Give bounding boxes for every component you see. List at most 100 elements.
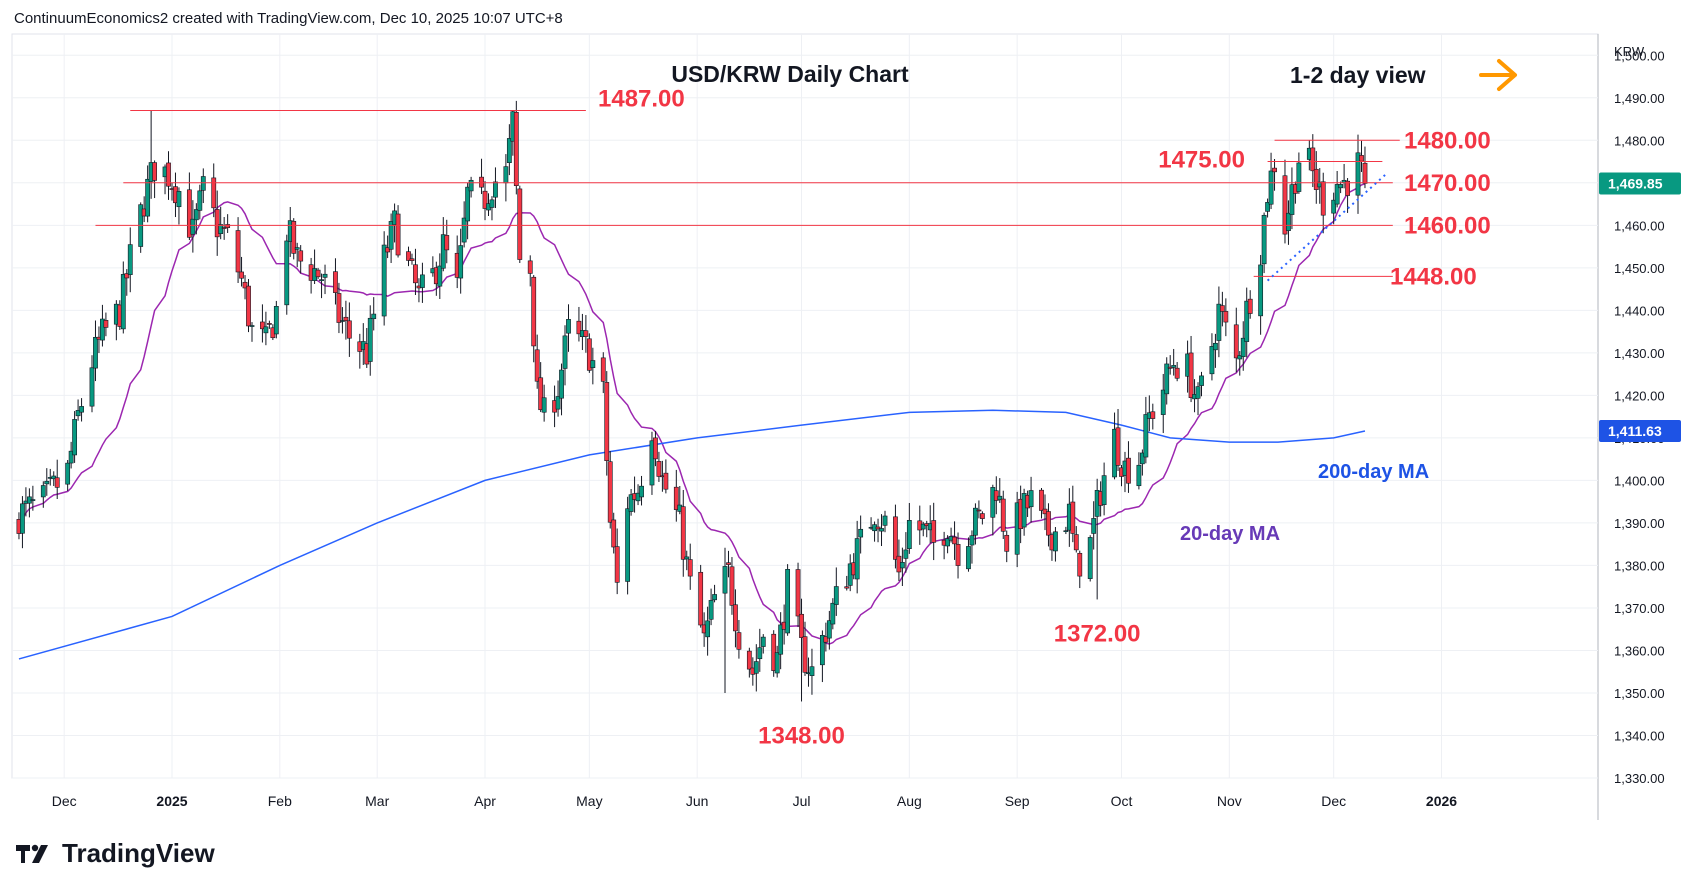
candle-body [1174, 367, 1180, 379]
candle-body [746, 650, 752, 670]
candle-body [513, 111, 519, 186]
time-tick-label: Nov [1217, 793, 1242, 809]
candle-body [1073, 534, 1079, 551]
candle-body [705, 620, 711, 638]
candle-body [103, 320, 109, 328]
time-tick-label: Mar [365, 793, 389, 809]
level-label: 1487.00 [598, 86, 685, 113]
candle-body [336, 293, 342, 323]
chart-subtitle: 1-2 day view [1290, 62, 1426, 88]
candle-body [973, 507, 978, 536]
candle-body [246, 285, 251, 327]
candle-body [193, 209, 199, 221]
price-tick-label: 1,380.00 [1614, 558, 1665, 573]
candle-body [371, 313, 377, 320]
ma200-label: 200-day MA [1318, 461, 1429, 483]
price-tick-label: 1,340.00 [1614, 728, 1665, 743]
candle-body [614, 546, 620, 583]
candle-body [785, 569, 791, 634]
candle-body [1164, 363, 1170, 395]
candle-body [1261, 214, 1267, 265]
candle-body [733, 604, 738, 632]
candle-body [979, 513, 985, 519]
candle-body [127, 244, 133, 275]
candle-body [1077, 552, 1083, 577]
candle-body [1331, 199, 1337, 214]
candle-body [20, 503, 25, 534]
candle-body [294, 247, 300, 250]
candle-body [1355, 152, 1361, 196]
candle-body [263, 326, 269, 334]
tradingview-logo[interactable]: TradingView [14, 838, 215, 869]
candle-body [795, 569, 801, 617]
candle-body [969, 535, 975, 546]
candle-body [1247, 298, 1253, 314]
candle-body [1000, 498, 1006, 532]
candle-body [100, 318, 105, 341]
candle-body [461, 217, 467, 243]
price-badge-label: 1,469.85 [1608, 175, 1663, 191]
candle-body [753, 661, 759, 674]
candle-body [541, 397, 547, 413]
candle-body [1143, 414, 1149, 458]
candle-body [266, 323, 272, 325]
time-tick-label: Jul [793, 793, 811, 809]
time-tick-label: May [576, 793, 602, 809]
candle-body [444, 235, 450, 251]
candle-body [1233, 324, 1239, 359]
candle-body [819, 634, 825, 666]
candle-body [760, 636, 766, 647]
candle-body [1282, 175, 1288, 235]
price-tick-label: 1,420.00 [1614, 388, 1665, 403]
candle-body [1237, 355, 1243, 360]
candle-body [343, 316, 349, 322]
candle-body [1345, 180, 1350, 196]
candle-body [673, 486, 679, 510]
candle-body [1289, 184, 1295, 215]
candle-body [854, 538, 860, 580]
time-tick-label: Dec [1321, 793, 1346, 809]
candle-body [44, 480, 50, 485]
candle-body [225, 224, 231, 228]
candle-body [799, 613, 804, 638]
candle-body [809, 666, 815, 676]
candle-body [420, 274, 425, 288]
tradingview-logo-icon [16, 844, 48, 863]
candle-body [698, 571, 704, 626]
candle-body [221, 227, 227, 229]
candle-body [955, 544, 961, 566]
candle-body [538, 377, 544, 411]
candle-body [1171, 365, 1177, 368]
candle-body [858, 528, 864, 538]
candle-body [1320, 181, 1326, 216]
candle-body [468, 179, 474, 192]
candle-body [218, 224, 224, 234]
candle-body [1219, 305, 1225, 312]
time-tick-label: Apr [474, 793, 496, 809]
candle-body [826, 620, 832, 639]
candle-body [458, 245, 464, 279]
currency-label: KRW [1614, 44, 1645, 59]
candle-body [802, 636, 808, 673]
candle-body [1195, 386, 1201, 399]
candle-body [1053, 531, 1058, 552]
candle-body [197, 190, 203, 211]
candle-body [611, 519, 617, 548]
candle-body [527, 260, 533, 274]
candle-body [186, 189, 192, 238]
candle-body [604, 382, 610, 461]
candle-body [920, 523, 926, 530]
candle-body [729, 566, 735, 606]
candle-body [465, 186, 471, 222]
low-label: 1348.00 [758, 722, 845, 749]
candle-body [906, 520, 912, 549]
level-label: 1448.00 [1390, 263, 1477, 290]
candle-body [1272, 167, 1277, 173]
candle-body [600, 357, 606, 382]
time-tick-label: Feb [268, 793, 292, 809]
candle-body [440, 234, 446, 269]
candle-body [882, 515, 888, 526]
price-badge [1599, 419, 1681, 442]
candle-body [482, 190, 488, 209]
